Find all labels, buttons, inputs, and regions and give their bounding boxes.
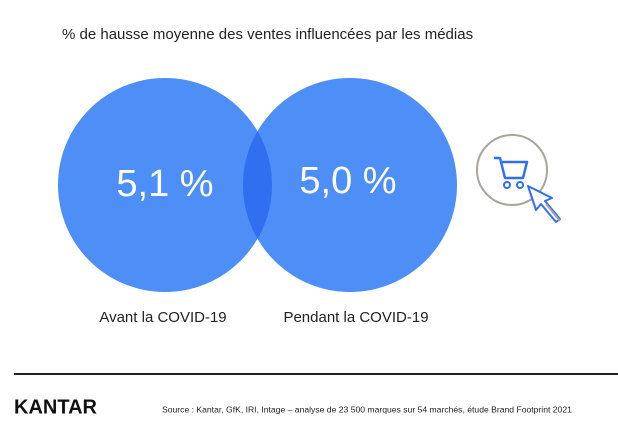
title: % de hausse moyenne des ventes influencé…: [62, 26, 473, 43]
label-during: Pendant la COVID-19: [283, 309, 428, 326]
circle-during: [243, 78, 457, 292]
label-before: Avant la COVID-19: [99, 309, 226, 326]
cart-icon: [476, 134, 561, 223]
circle-before: [58, 78, 272, 292]
value-before: 5,1 %: [116, 163, 213, 205]
value-during: 5,0 %: [299, 160, 396, 202]
source: Source : Kantar, GfK, IRI, Intage – anal…: [162, 404, 572, 414]
logo: KANTAR: [14, 396, 98, 418]
